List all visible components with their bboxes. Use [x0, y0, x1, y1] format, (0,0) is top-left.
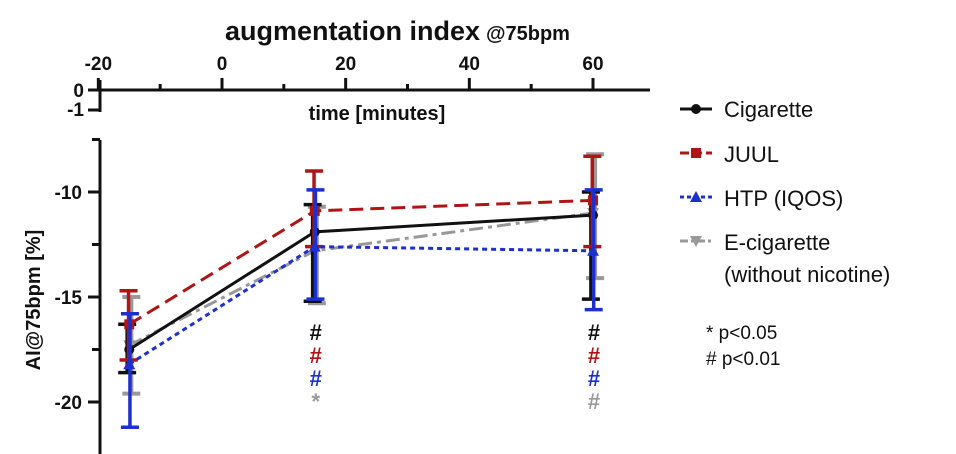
series-1 [119, 154, 602, 362]
y-axis: -10 -15 -20 AI@75bpm [%] [23, 138, 102, 454]
y-tick-label-0: -10 [55, 183, 82, 204]
series-layer [118, 152, 605, 429]
legend-marker-3 [690, 236, 702, 247]
legend-entry-htp: HTP (IQOS) [724, 186, 843, 211]
x-tick-label-0: -20 [85, 54, 112, 75]
significance-mark-1-2: # [588, 343, 600, 368]
x-axis-label: time [minutes] [309, 103, 446, 125]
x-tick-label-3: 40 [459, 54, 480, 75]
chart-title-suffix: @75bpm [486, 23, 570, 45]
legend-entry-ecig: E-cigarette [724, 230, 830, 255]
x-tick-label-2: 20 [335, 54, 356, 75]
x-tick-label-1: 0 [217, 54, 228, 75]
top-y-tick-label-0: 0 [73, 81, 84, 102]
series-line-3 [128, 211, 594, 347]
point-2-0 [123, 358, 136, 370]
significance-mark-0-2: # [588, 320, 600, 345]
series-2 [120, 188, 603, 429]
significance-mark-1-1: # [310, 343, 322, 368]
series-line-0 [128, 213, 594, 351]
x-ticks: -20 0 20 40 60 [85, 54, 604, 90]
y-ticks: -10 -15 -20 [55, 138, 100, 414]
legend-marker-2 [690, 191, 702, 202]
significance-notes: * p<0.05 # p<0.01 [706, 323, 781, 370]
note-p001: # p<0.01 [706, 349, 781, 370]
significance-mark-2-1: # [310, 366, 322, 391]
legend-marker-0 [691, 104, 701, 114]
note-p005: * p<0.05 [706, 323, 777, 344]
series-3 [122, 152, 605, 396]
significance-mark-3-2: # [588, 389, 600, 414]
series-0 [118, 190, 600, 375]
x-tick-label-4: 60 [582, 54, 603, 75]
legend-symbols [680, 104, 712, 247]
point-2-2 [587, 244, 599, 256]
significance-mark-3-1: * [311, 389, 320, 414]
chart-title: augmentation index [225, 16, 480, 46]
legend-marker-1 [691, 148, 701, 158]
legend: Cigarette JUUL HTP (IQOS) E-cigarette (w… [680, 97, 890, 287]
legend-entry-cigarette: Cigarette [724, 97, 813, 122]
annotation-layer: ###*#### [310, 320, 601, 414]
y-axis-label: AI@75bpm [%] [23, 230, 45, 371]
y-tick-label-1: -15 [55, 288, 83, 309]
point-2-1 [308, 240, 321, 252]
legend-entry-juul: JUUL [724, 142, 779, 167]
legend-entry-ecig-sub: (without nicotine) [724, 262, 890, 287]
top-x-axis: 0 -1 -20 0 20 40 60 time [minutes] [67, 54, 650, 125]
significance-mark-2-2: # [588, 366, 600, 391]
y-tick-label-2: -20 [55, 393, 82, 414]
top-y-tick-label-minus1: -1 [67, 100, 84, 121]
significance-mark-0-1: # [310, 320, 322, 345]
